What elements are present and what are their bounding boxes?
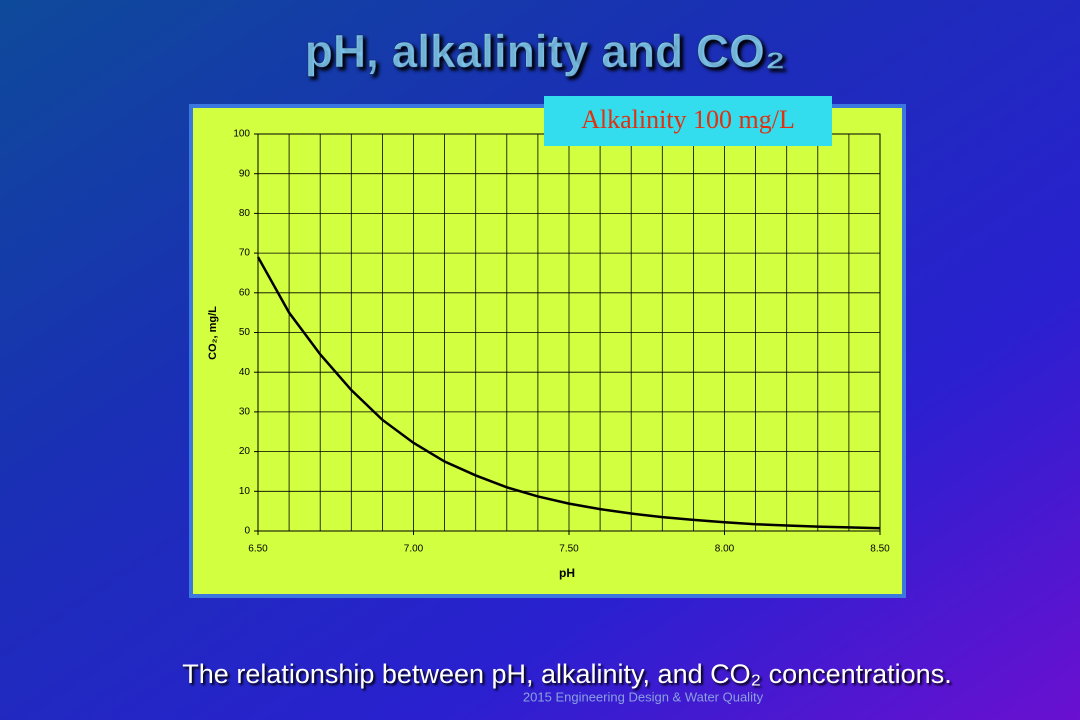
data-line [256,256,881,530]
chart-frame [189,104,906,598]
y-tick-label: 30 [239,407,251,418]
x-tick-label: 8.00 [715,544,735,555]
y-tick-label: 70 [239,248,251,259]
y-tick-label: 0 [244,526,250,537]
y-tick-label: 90 [239,168,251,179]
y-tick-label: 40 [239,367,251,378]
x-axis-label: pH [559,566,575,580]
caption: The relationship between pH, alkalinity,… [182,659,951,689]
y-tick-label: 100 [233,129,250,140]
plot: 0 10 20 30 40 50 60 70 80 90 100 6.50 7.00 7.50 8.00 8.… [233,129,890,555]
y-axis-label: CO₂, mg/L [207,306,219,360]
x-tick-label: 7.50 [559,544,579,555]
y-tick-label: 80 [239,208,251,219]
y-tick-label: 50 [239,327,251,338]
x-tick-label: 8.50 [870,544,890,555]
slide-title: pH, alkalinity and CO₂ [305,25,786,77]
x-tick-label: 7.00 [404,544,424,555]
y-tick-label: 10 [239,486,251,497]
annotation: Alkalinity 100 mg/L [581,105,795,134]
annotation-box [544,96,832,146]
y-tick-label: 20 [239,446,251,457]
x-tick-label: 6.50 [248,544,268,555]
y-tick-label: 60 [239,287,251,298]
footer: 2015 Engineering Design & Water Quality [523,689,764,704]
